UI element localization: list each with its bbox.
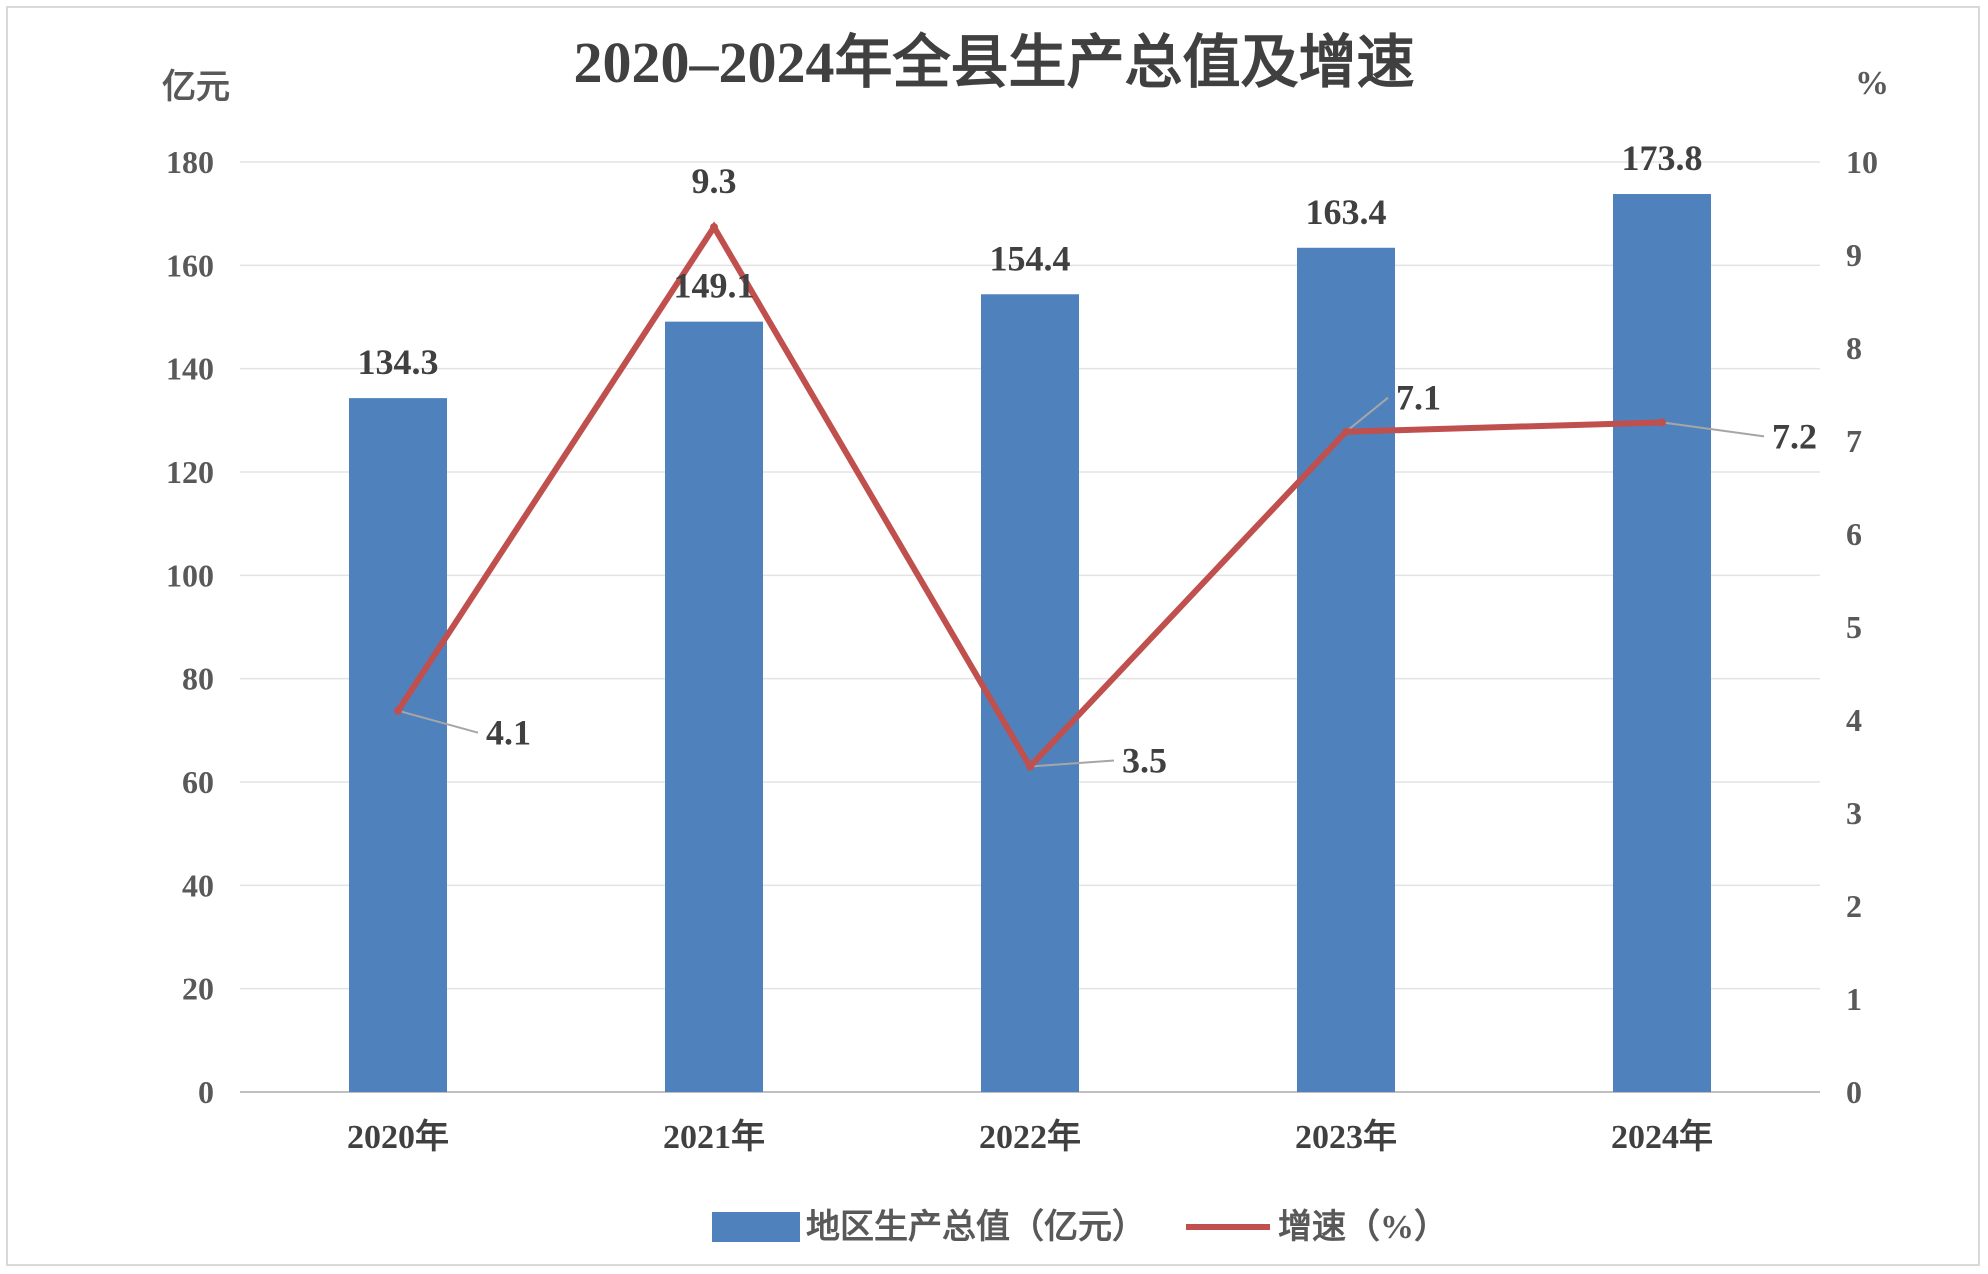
left-tick-label: 180 (166, 144, 214, 180)
bar (1297, 247, 1395, 1092)
category-label: 2024年 (1611, 1118, 1713, 1156)
category-label: 2021年 (663, 1118, 765, 1156)
left-tick-label: 80 (182, 661, 214, 697)
category-axis-labels: 2020年 2021年 2022年 2023年 2024年 (347, 1118, 1713, 1156)
leader-line (1661, 421, 1765, 438)
line-data-label: 9.3 (692, 161, 737, 201)
bar-data-label: 154.4 (990, 238, 1071, 278)
legend-swatch-bar (712, 1212, 800, 1242)
growth-point (394, 706, 402, 715)
bar-data-label: 163.4 (1306, 192, 1387, 232)
left-tick-label: 60 (182, 764, 214, 800)
bar (349, 398, 447, 1092)
bar-data-labels: 134.3 149.1 154.4 163.4 173.8 (358, 138, 1703, 382)
growth-point (1658, 418, 1666, 427)
bar (981, 294, 1079, 1092)
right-tick-label: 6 (1846, 516, 1862, 552)
left-tick-label: 20 (182, 971, 214, 1007)
right-axis-unit: % (1855, 65, 1889, 102)
line-data-label: 7.2 (1772, 416, 1817, 456)
growth-point (710, 223, 718, 232)
line-data-label: 7.1 (1396, 378, 1441, 418)
left-tick-label: 140 (166, 351, 214, 387)
bar (665, 321, 763, 1092)
left-axis-ticks: 0 20 40 60 80 100 120 140 160 180 (166, 144, 214, 1110)
right-tick-label: 10 (1846, 144, 1878, 180)
right-tick-label: 1 (1846, 981, 1862, 1017)
leader-line (1029, 759, 1115, 768)
line-series (394, 221, 1666, 772)
left-tick-label: 100 (166, 557, 214, 593)
right-tick-label: 8 (1846, 330, 1862, 366)
chart-title: 2020–2024年全县生产总值及增速 (573, 30, 1414, 95)
left-axis-unit: 亿元 (162, 68, 230, 106)
bar-data-label: 149.1 (674, 266, 755, 306)
leader-lines (397, 396, 1765, 768)
left-tick-label: 40 (182, 867, 214, 903)
legend-label-bar: 地区生产总值（亿元） (806, 1207, 1146, 1246)
left-tick-label: 120 (166, 454, 214, 490)
bar (1613, 194, 1711, 1093)
bar-series (349, 194, 1711, 1093)
category-label: 2020年 (347, 1118, 449, 1156)
line-data-label: 4.1 (486, 713, 531, 753)
right-tick-label: 5 (1846, 609, 1862, 645)
left-tick-label: 160 (166, 247, 214, 283)
bar-data-label: 134.3 (358, 342, 439, 382)
gridlines (240, 161, 1820, 1093)
right-tick-label: 9 (1846, 237, 1862, 273)
legend-label-line: 增速（%） (1278, 1207, 1448, 1246)
category-label: 2022年 (979, 1118, 1081, 1156)
leader-line (397, 709, 479, 734)
right-tick-label: 4 (1846, 702, 1862, 738)
growth-point (1342, 427, 1350, 436)
category-label: 2023年 (1295, 1118, 1397, 1156)
left-tick-label: 0 (198, 1074, 214, 1110)
growth-point (1026, 762, 1034, 771)
leader-line (1345, 396, 1389, 433)
right-tick-label: 7 (1846, 423, 1862, 459)
right-axis-ticks: 0 1 2 3 4 5 6 7 8 9 10 (1846, 144, 1878, 1110)
legend: 地区生产总值（亿元） 增速（%） (712, 1207, 1448, 1246)
right-tick-label: 0 (1846, 1074, 1862, 1110)
right-tick-label: 3 (1846, 795, 1862, 831)
right-tick-label: 2 (1846, 888, 1862, 924)
line-data-labels: 4.1 9.3 3.5 7.1 7.2 (486, 161, 1817, 780)
line-data-label: 3.5 (1122, 741, 1167, 781)
bar-data-label: 173.8 (1622, 138, 1703, 178)
